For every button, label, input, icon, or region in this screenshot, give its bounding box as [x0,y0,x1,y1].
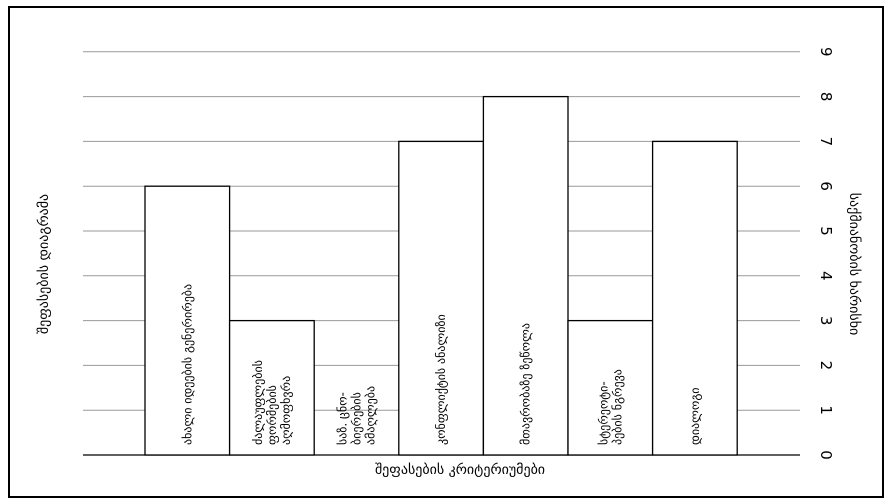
category-label: საზ. ცნო- [336,392,350,445]
y-tick-label: 1 [817,405,835,415]
bar [144,185,231,456]
y-tick-label: 6 [817,181,835,191]
y-tick-label: 5 [817,226,835,236]
y-tick-label: 2 [817,361,835,371]
left-axis-title: შეფასების დიაგრამა [35,194,52,334]
right-axis-title: საქმიანობის ხარისხი [846,193,863,336]
chart-frame: 0 1 2 3 4 5 6 7 8 9 ახალი იდეების გენერირება ძალაუ… [8,6,884,498]
category-label: ფორმების [265,385,279,445]
category-label: ძალაუფლების [251,360,265,445]
category-label: პების ნგრევა [610,369,624,445]
category-label: დიალოგი [688,387,702,445]
y-tick-label: 7 [817,137,835,147]
y-tick-label: 3 [817,316,835,326]
category-labels: ახალი იდეების გენერირება ძალაუფლების ფორმე… [180,284,702,445]
category-label: ახალი იდეების გენერირება [180,284,194,445]
category-label: სტერეოტი- [596,381,610,445]
y-tick-label: 8 [817,92,835,102]
x-axis-title: შეფასების კრიტერიუმები [375,461,545,478]
y-tick-label: 9 [817,47,835,57]
y-tick-labels: 0 1 2 3 4 5 6 7 8 9 [817,47,835,460]
category-label: კონფლიქტის ანალიზი [434,314,448,445]
bar-chart: 0 1 2 3 4 5 6 7 8 9 ახალი იდეების გენერირება ძალაუ… [8,6,884,498]
bar [651,140,738,456]
bar [482,95,569,456]
category-label: მთავრობაზე ზეწოლა [519,323,533,445]
category-label: ბიერების [350,392,364,445]
category-label: ამაღლება [364,386,378,445]
category-label: აღმოფხვრა [279,376,293,445]
bar [567,319,654,456]
y-tick-label: 4 [817,271,835,281]
bar [228,319,315,456]
y-tick-label: 0 [817,450,835,460]
bars [144,95,738,456]
bar [398,140,485,456]
